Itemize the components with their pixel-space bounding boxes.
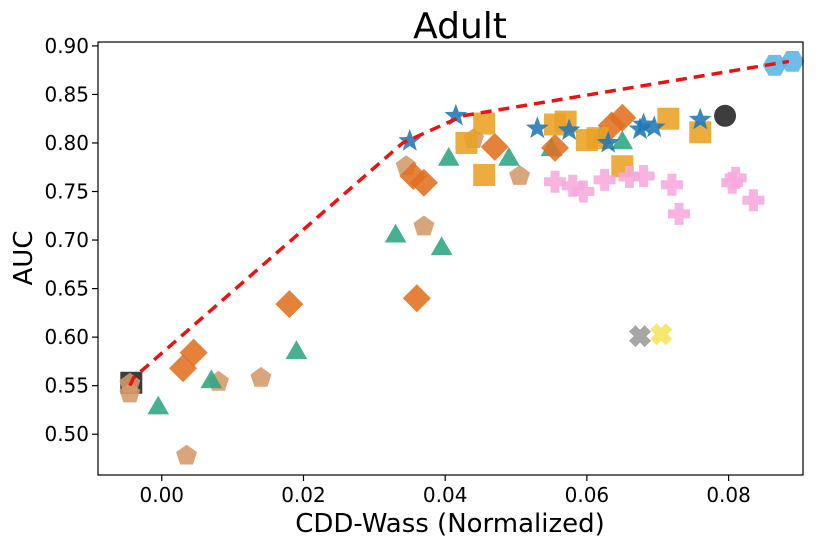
- chart-title: Adult: [413, 6, 507, 47]
- frontier-line: [128, 59, 790, 387]
- plus-pink-point-2: [572, 180, 595, 203]
- hexagon-lightblue-point-1: [780, 51, 805, 72]
- y-tick-label: 0.55: [44, 374, 89, 398]
- diamond-orange-point-9: [608, 103, 637, 132]
- x-tick-label: 0.00: [140, 483, 185, 507]
- star-blue-point-7: [642, 115, 666, 138]
- diamond-orange-point-2: [275, 290, 304, 319]
- diamond-orange-point-5: [402, 284, 431, 313]
- x-gray-point-0: [629, 325, 651, 348]
- pentagon-tan-point-1: [119, 382, 141, 403]
- y-tick-label: 0.80: [44, 131, 89, 155]
- plus-pink-point-3: [593, 168, 616, 191]
- star-blue-point-6: [632, 112, 655, 135]
- plus-pink-point-0: [544, 170, 567, 193]
- y-tick-label: 0.50: [44, 422, 89, 446]
- pentagon-tan-point-3: [176, 444, 198, 465]
- triangle-green-point-3: [384, 223, 407, 243]
- triangle-green-point-1: [200, 369, 223, 389]
- pentagon-tan-point-6: [413, 215, 435, 236]
- axes-frame: [97, 41, 804, 476]
- plus-pink-point-9: [724, 166, 747, 189]
- triangle-green-point-2: [285, 340, 308, 359]
- star-blue-point-2: [525, 116, 549, 139]
- y-tick-label: 0.60: [44, 325, 89, 349]
- diamond-orange-point-4: [409, 168, 438, 197]
- square-gold-point-1: [473, 112, 496, 135]
- diamond-orange-point-6: [480, 132, 509, 161]
- y-tick-label: 0.65: [44, 277, 89, 301]
- x-axis: 0.00 0.02 0.04 0.06 0.08: [140, 475, 751, 507]
- square-gold-point-2: [473, 164, 496, 187]
- x-axis-label: CDD-Wass (Normalized): [295, 509, 605, 539]
- star-blue-point-8: [688, 107, 712, 130]
- pentagon-tan-point-8: [509, 164, 531, 185]
- y-tick-label: 0.85: [44, 82, 89, 106]
- x-tick-label: 0.06: [565, 483, 610, 507]
- x-tick-label: 0.04: [423, 483, 468, 507]
- y-tick-label: 0.90: [44, 34, 89, 58]
- star-blue-point-0: [398, 129, 422, 151]
- plus-pink-point-6: [660, 173, 683, 196]
- x-yellow-point-0: [650, 323, 673, 346]
- y-axis: 0.50 0.55 0.60 0.65 0.70 0.75 0.80 0.85 0.90: [44, 34, 98, 446]
- plus-pink-point-4: [618, 165, 641, 188]
- star-blue-point-4: [596, 130, 620, 153]
- plot-area: [119, 51, 805, 465]
- triangle-green-point-6: [498, 147, 520, 166]
- star-blue-point-3: [557, 118, 581, 141]
- plus-pink-point-7: [668, 202, 691, 225]
- pentagon-tan-point-4: [250, 366, 272, 387]
- x-tick-label: 0.08: [706, 483, 751, 507]
- y-axis-label: AUC: [9, 231, 39, 286]
- y-tick-label: 0.75: [44, 180, 89, 204]
- triangle-green-point-9: [611, 130, 634, 150]
- triangle-green-point-5: [437, 147, 460, 166]
- star-blue-point-1: [444, 103, 468, 126]
- plus-pink-point-1: [561, 174, 584, 197]
- y-tick-label: 0.70: [44, 228, 89, 252]
- diamond-orange-point-7: [541, 133, 570, 162]
- triangle-green-point-0: [147, 395, 170, 415]
- plus-pink-point-5: [632, 164, 655, 187]
- triangle-green-point-4: [430, 236, 453, 256]
- diamond-orange-point-1: [179, 338, 208, 367]
- circle-black-point-0: [714, 104, 737, 127]
- square-gold-point-0: [455, 131, 478, 154]
- plus-pink-point-10: [742, 189, 765, 212]
- x-tick-label: 0.02: [281, 483, 326, 507]
